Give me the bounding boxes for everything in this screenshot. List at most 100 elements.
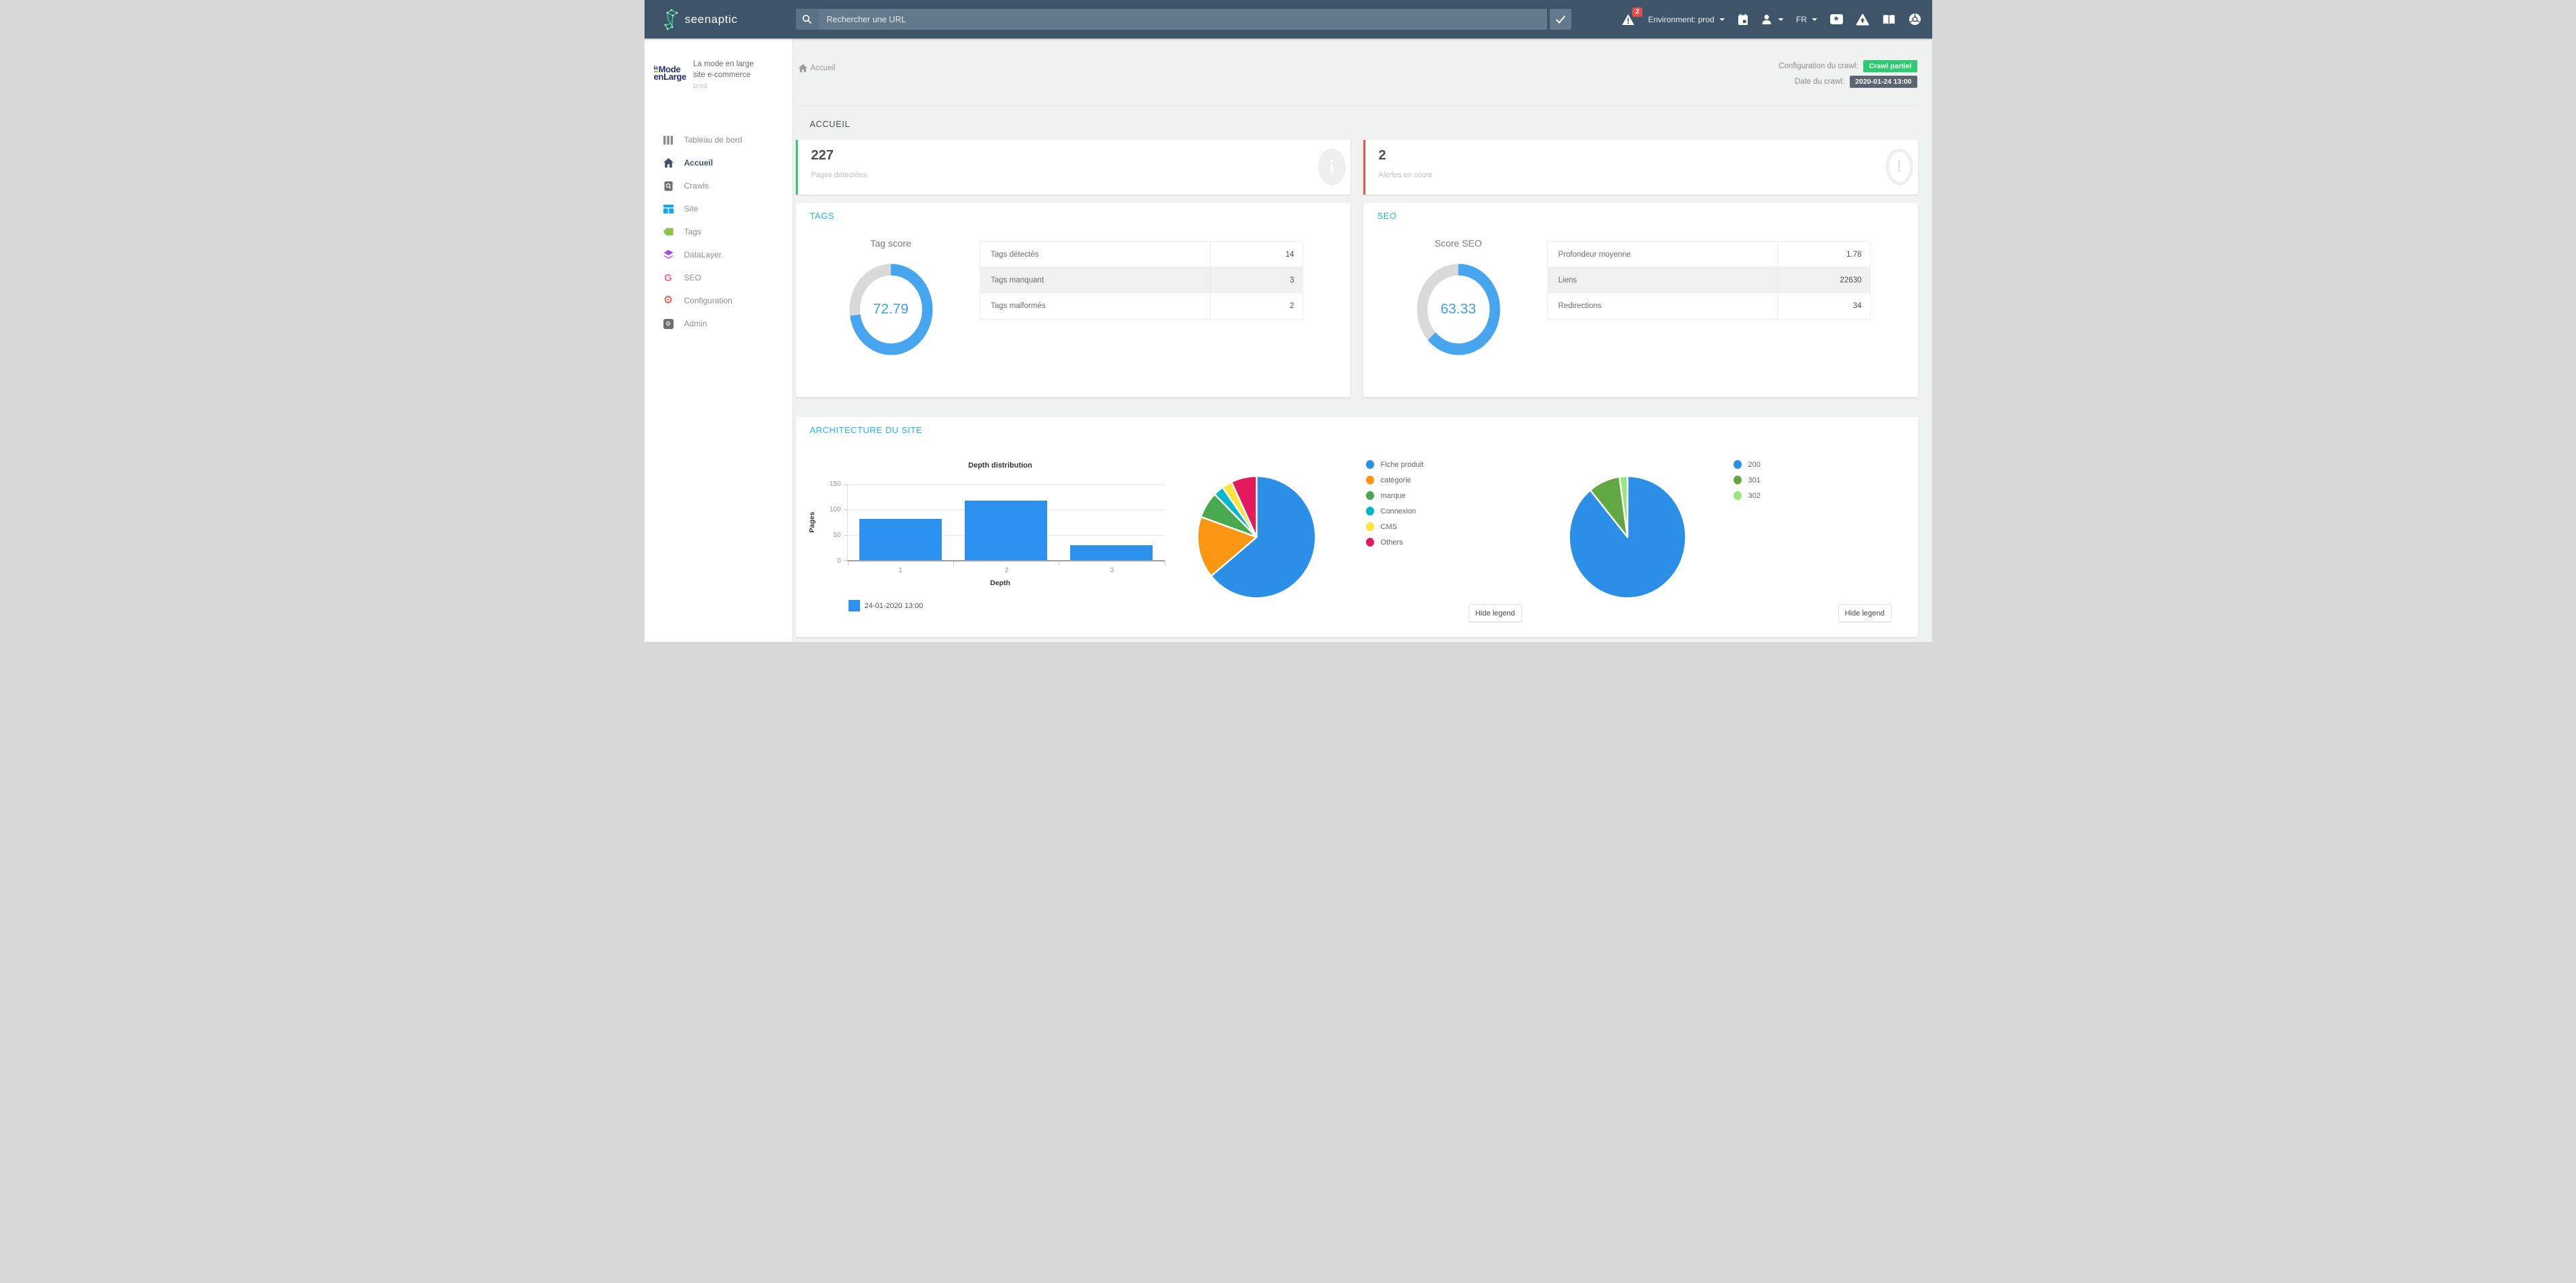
legend-swatch: [1733, 491, 1742, 500]
search-submit-button[interactable]: [1549, 9, 1571, 30]
legend-item[interactable]: 200: [1733, 460, 1761, 469]
crawl-date-badge: 2020-01-24 13:00: [1850, 76, 1917, 88]
sidebar-item-accueil[interactable]: Accueil: [645, 151, 792, 174]
home-icon: [798, 64, 807, 72]
seo-score-value: 63.33: [1440, 301, 1476, 317]
donut-chart: [849, 263, 932, 355]
page-types-pie-chart[interactable]: [1196, 474, 1317, 600]
row-value: 34: [1852, 302, 1862, 310]
sidebar-item-label: DataLayer: [684, 250, 722, 259]
bar-chart-legend[interactable]: 24-01-2020 13:00: [848, 600, 923, 611]
brand-name: seenaptic: [684, 12, 738, 26]
environment-dropdown[interactable]: Environment: prod: [1648, 14, 1725, 24]
alerts-menu[interactable]: 2: [1621, 7, 1643, 26]
legend-item[interactable]: 302: [1733, 491, 1761, 500]
seo-score-label: Score SEO: [1434, 238, 1482, 249]
site-logo-line2: enLarge: [653, 72, 687, 82]
sidebar-item-label: Configuration: [684, 296, 732, 305]
bar-chart-title: Depth distribution: [968, 461, 1032, 470]
donut-chart: [1417, 263, 1500, 355]
sidebar-item-tags[interactable]: Tags: [645, 220, 792, 243]
legend-item[interactable]: CMS: [1365, 522, 1397, 531]
y-tick: 0: [836, 557, 841, 565]
hide-legend-button[interactable]: Hide legend: [1838, 604, 1892, 622]
legend-item[interactable]: Connexion: [1365, 507, 1417, 515]
table-row: Profondeur moyenne 1.78: [1547, 242, 1870, 268]
legend-label: Connexion: [1380, 507, 1417, 515]
sidebar-item-label: Tableau de bord: [684, 135, 742, 145]
bar[interactable]: [859, 518, 942, 560]
chevron-down-icon: [1719, 18, 1725, 21]
sidebar-item-tableau-de-bord[interactable]: Tableau de bord: [645, 128, 792, 151]
legend-label: Fiche produit: [1380, 460, 1424, 469]
search-input[interactable]: [818, 9, 1547, 30]
table-row: Tags détectés 14: [980, 242, 1303, 268]
sidebar-item-crawls[interactable]: Crawls: [645, 174, 792, 197]
sidebar-item-datalayer[interactable]: DataLayer: [645, 243, 792, 266]
legend-item[interactable]: 301: [1733, 476, 1761, 484]
tags-table: Tags détectés 14 Tags manquant 3 Tags ma…: [979, 241, 1303, 320]
upload-icon: [1856, 14, 1869, 25]
star-ticket-icon: ★: [1829, 14, 1843, 24]
app-screen: seenaptic: [644, 0, 1932, 642]
row-value: 2: [1290, 302, 1294, 310]
admin-gear-icon: ⚙: [663, 318, 674, 329]
legend-item[interactable]: Others: [1365, 538, 1403, 547]
table-row: Liens 22630: [1547, 268, 1870, 293]
main-content: Accueil Configuration du crawl: Crawl pa…: [793, 39, 1932, 642]
exclamation-icon[interactable]: !: [1885, 149, 1913, 185]
user-icon: [1762, 14, 1771, 24]
documentation-menu[interactable]: [1882, 14, 1896, 25]
sidebar-item-site[interactable]: Site: [645, 197, 792, 220]
site-logo: laMode enLarge: [653, 59, 687, 82]
legend-swatch: [1365, 522, 1374, 531]
site-logo-line1: Mode: [658, 64, 681, 74]
info-icon[interactable]: i: [1317, 149, 1346, 185]
calendar-menu[interactable]: [1738, 14, 1748, 26]
seo-card: SEO Score SEO 63.33 Profondeur moyenne 1…: [1363, 203, 1918, 397]
legend-item[interactable]: Fiche produit: [1365, 460, 1424, 469]
environment-label: Environment: prod: [1648, 14, 1715, 24]
row-label: Tags manquant: [990, 276, 1044, 284]
row-value: 14: [1285, 250, 1294, 259]
legend-label: catégorie: [1380, 476, 1411, 484]
legend-label: CMS: [1380, 522, 1397, 531]
sidebar-item-label: Admin: [684, 319, 707, 328]
releases-menu[interactable]: ★: [1829, 14, 1843, 24]
seo-score-gauge: 63.33: [1417, 263, 1500, 355]
search-button[interactable]: [795, 9, 819, 30]
legend-swatch: [848, 600, 860, 611]
crawl-document-icon: [663, 181, 674, 191]
sidebar-item-configuration[interactable]: ⚙ Configuration: [645, 289, 792, 312]
check-icon: [1555, 15, 1565, 24]
crawl-date-label: Date du crawl:: [1794, 78, 1845, 86]
legend-swatch: [1365, 507, 1374, 515]
sidebar-item-label: Tags: [684, 227, 701, 236]
bar[interactable]: [965, 500, 1047, 560]
layers-icon: [663, 250, 674, 259]
warning-triangle-icon: [1622, 14, 1635, 25]
x-tick: 3: [1110, 567, 1114, 574]
browser-extension-menu[interactable]: [1909, 13, 1921, 26]
bar[interactable]: [1070, 545, 1153, 560]
x-tick: 1: [899, 567, 903, 574]
status-codes-pie-chart[interactable]: [1567, 474, 1688, 600]
site-name-line2: site e-commerce: [692, 71, 751, 79]
depth-distribution-bar-chart[interactable]: 150 100 50 0 1 2 3: [830, 480, 1165, 574]
navbar-actions: 2 Environment: prod: [1621, 0, 1921, 39]
upload-menu[interactable]: [1856, 14, 1869, 26]
sidebar-item-seo[interactable]: G SEO: [645, 266, 792, 289]
row-label: Tags malformés: [990, 302, 1046, 310]
breadcrumb[interactable]: Accueil: [798, 64, 836, 72]
sidebar-item-admin[interactable]: ⚙ Admin: [645, 312, 792, 335]
language-dropdown[interactable]: FR: [1796, 15, 1817, 24]
language-label: FR: [1796, 14, 1807, 24]
url-search: [795, 9, 1571, 30]
legend-item[interactable]: marque: [1365, 491, 1406, 500]
legend-label: marque: [1380, 491, 1406, 500]
hide-legend-button[interactable]: Hide legend: [1468, 604, 1522, 622]
legend-label: 302: [1748, 491, 1761, 500]
legend-swatch: [1365, 476, 1374, 484]
user-menu[interactable]: [1761, 14, 1784, 26]
legend-item[interactable]: catégorie: [1365, 476, 1411, 484]
